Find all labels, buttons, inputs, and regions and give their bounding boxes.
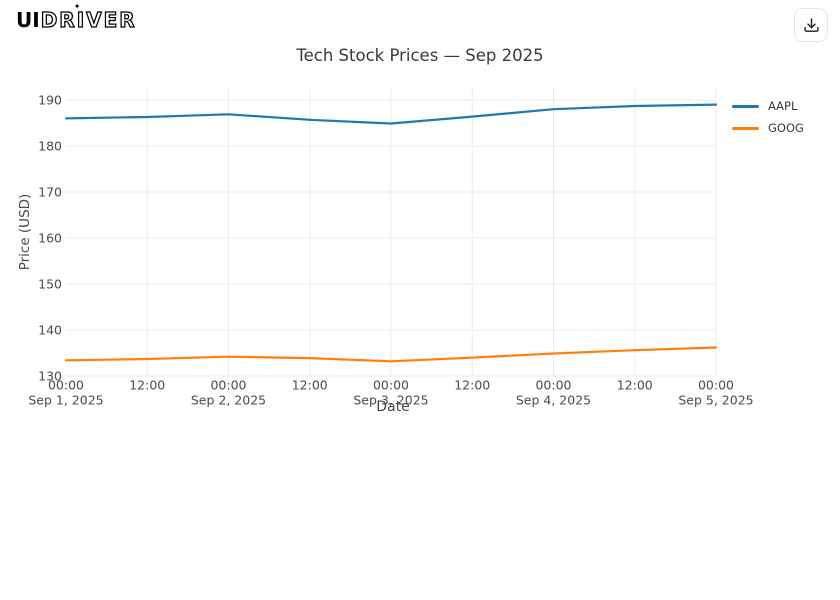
brand-logo-driver-text: DRIVER xyxy=(40,7,137,32)
y-tick-label: 140 xyxy=(38,323,62,338)
y-tick-label: 170 xyxy=(38,185,62,200)
legend-swatch xyxy=(732,126,759,130)
y-axis-title: Price (USD) xyxy=(17,193,33,271)
y-tick-label: 130 xyxy=(38,369,62,384)
legend-label: AAPL xyxy=(768,99,798,113)
sparkle-icon: ✦ xyxy=(73,2,81,11)
x-tick-date: Sep 1, 2025 xyxy=(28,393,103,408)
y-tick-label: 190 xyxy=(38,93,62,108)
x-tick-date: Sep 3, 2025 xyxy=(353,393,428,408)
legend-item-aapl: AAPL xyxy=(732,98,804,114)
x-tick-date: Sep 5, 2025 xyxy=(678,393,753,408)
x-tick-time: 00:00 xyxy=(48,378,84,393)
x-tick-time: 12:00 xyxy=(454,378,490,393)
brand-logo: UI DRIVER ✦ xyxy=(16,2,137,33)
y-tick-label: 150 xyxy=(38,277,62,292)
brand-logo-ui: UI xyxy=(16,8,40,32)
x-tick-time: 00:00 xyxy=(698,378,734,393)
series-line-goog xyxy=(64,346,718,363)
x-tick-date: Sep 2, 2025 xyxy=(191,393,266,408)
brand-logo-driver: DRIVER ✦ xyxy=(40,2,137,33)
y-tick-label: 180 xyxy=(38,139,62,154)
x-tick-time: 00:00 xyxy=(535,378,571,393)
x-tick-date: Sep 4, 2025 xyxy=(516,393,591,408)
x-tick-time: 00:00 xyxy=(210,378,246,393)
chart-title: Tech Stock Prices — Sep 2025 xyxy=(296,46,544,65)
x-axis-title: Date xyxy=(376,399,410,415)
y-tick-label: 160 xyxy=(38,231,62,246)
download-button[interactable] xyxy=(794,8,828,42)
legend-label: GOOG xyxy=(768,121,804,135)
legend-item-goog: GOOG xyxy=(732,120,804,136)
legend: AAPL GOOG xyxy=(732,98,804,136)
x-tick-time: 00:00 xyxy=(373,378,409,393)
x-tick-time: 12:00 xyxy=(617,378,653,393)
download-icon xyxy=(803,17,820,34)
x-tick-time: 12:00 xyxy=(292,378,328,393)
legend-swatch xyxy=(732,104,759,108)
x-tick-time: 12:00 xyxy=(129,378,165,393)
series-line-aapl xyxy=(64,103,718,125)
